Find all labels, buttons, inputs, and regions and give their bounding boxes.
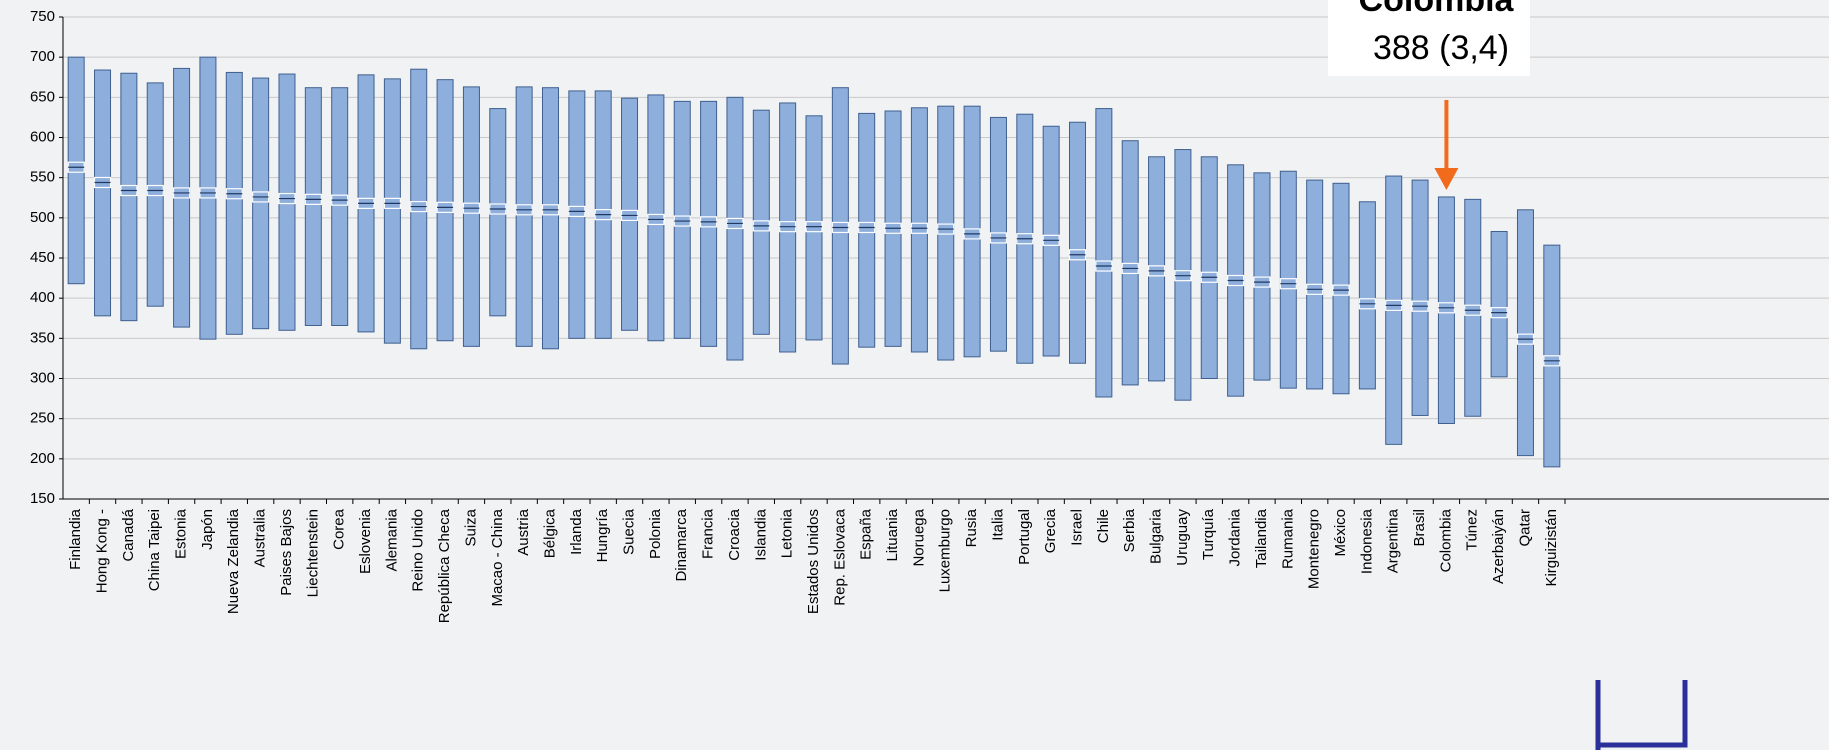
x-tick-label: Qatar xyxy=(1516,509,1533,547)
x-tick-label: Luxemburgo xyxy=(937,509,954,592)
x-tick-label: Alemania xyxy=(383,508,400,571)
annotation-arrowhead xyxy=(1434,168,1459,190)
x-tick-label: Lituania xyxy=(884,508,901,561)
x-tick-label: Portugal xyxy=(1016,509,1033,565)
range-bar xyxy=(1490,230,1508,378)
x-tick-label: Macao - China xyxy=(489,508,506,606)
x-tick-label: Canadá xyxy=(120,508,137,561)
range-bar xyxy=(1411,179,1429,416)
x-tick-label: Azerbaiyán xyxy=(1490,509,1507,584)
x-tick-label: Hong Kong - xyxy=(93,509,110,593)
x-tick-label: China Taipei xyxy=(146,509,163,591)
range-bar xyxy=(1253,172,1271,381)
range-bar xyxy=(1200,156,1218,379)
x-tick-label: Italia xyxy=(989,508,1006,540)
x-tick-label: Israel xyxy=(1068,509,1085,546)
x-tick-label: Hungría xyxy=(594,508,611,562)
range-bar xyxy=(304,87,322,326)
x-tick-label: México xyxy=(1332,509,1349,557)
x-tick-label: Serbia xyxy=(1121,508,1138,552)
range-bar xyxy=(1069,121,1087,364)
x-tick-label: Montenegro xyxy=(1306,509,1323,589)
x-tick-label: Indonesia xyxy=(1358,508,1375,574)
x-tick-label: Corea xyxy=(331,508,348,550)
x-tick-label: Suiza xyxy=(462,508,479,546)
x-tick-label: Rumania xyxy=(1279,508,1296,569)
x-tick-label: República Checa xyxy=(436,508,453,623)
x-tick-label: Letonia xyxy=(779,508,796,558)
y-tick-label: 650 xyxy=(30,88,55,105)
x-tick-label: Irlanda xyxy=(568,508,585,555)
annotation-text: 388 (3,4) xyxy=(1373,29,1509,67)
x-tick-label: Polonia xyxy=(647,508,664,559)
x-tick-label: Paises Bajos xyxy=(278,509,295,596)
x-tick-label: Australia xyxy=(252,508,269,567)
annotation-title: Colombia xyxy=(1359,0,1515,19)
x-tick-label: Croacia xyxy=(726,508,743,560)
x-tick-label: Liechtenstein xyxy=(304,509,321,597)
x-tick-label: Tailandia xyxy=(1253,508,1270,568)
y-tick-label: 550 xyxy=(30,169,55,186)
y-tick-label: 300 xyxy=(30,369,55,386)
x-tick-label: Islandia xyxy=(752,508,769,560)
y-tick-label: 400 xyxy=(30,289,55,306)
range-bar xyxy=(94,69,112,317)
x-tick-label: España xyxy=(858,508,875,560)
y-tick-label: 600 xyxy=(30,128,55,145)
x-tick-label: Rep. Eslovaca xyxy=(831,508,848,605)
range-bar xyxy=(331,87,349,326)
x-tick-label: Uruguay xyxy=(1174,509,1191,566)
x-tick-label: Eslovenia xyxy=(357,508,374,574)
x-tick-label: Finlandia xyxy=(67,508,84,570)
y-tick-label: 350 xyxy=(30,329,55,346)
range-bar xyxy=(515,86,533,347)
x-tick-label: Estados Unidos xyxy=(805,509,822,614)
y-tick-label: 700 xyxy=(30,48,55,65)
range-bar xyxy=(120,72,138,322)
range-bar xyxy=(252,77,270,330)
x-tick-label: Francia xyxy=(700,508,717,559)
range-bar xyxy=(1358,201,1376,390)
range-bar xyxy=(1121,140,1139,386)
x-tick-label: Japón xyxy=(199,509,216,550)
x-tick-label: Reino Unido xyxy=(410,509,427,592)
x-tick-label: Bélgica xyxy=(541,508,558,558)
y-tick-label: 200 xyxy=(30,450,55,467)
x-tick-label: Brasil xyxy=(1411,509,1428,547)
y-tick-label: 500 xyxy=(30,209,55,226)
x-tick-label: Kirguizistán xyxy=(1543,509,1560,587)
range-bar xyxy=(225,71,243,335)
x-tick-label: Chile xyxy=(1095,509,1112,543)
x-tick-label: Argentina xyxy=(1385,508,1402,573)
x-tick-label: Jordania xyxy=(1227,508,1244,566)
x-tick-label: Turquía xyxy=(1200,508,1217,560)
range-bar xyxy=(541,87,559,350)
x-tick-label: Suecia xyxy=(621,508,638,555)
x-tick-label: Grecia xyxy=(1042,508,1059,553)
x-tick-label: Dinamarca xyxy=(673,508,690,581)
x-tick-label: Nueva Zelandia xyxy=(225,508,242,614)
range-bar xyxy=(383,78,401,344)
x-tick-label: Noruega xyxy=(910,508,927,566)
y-tick-label: 150 xyxy=(30,490,55,507)
range-bar xyxy=(1095,108,1113,398)
y-tick-label: 450 xyxy=(30,249,55,266)
bracket xyxy=(1595,680,1688,750)
range-bar xyxy=(1516,209,1534,457)
y-tick-label: 750 xyxy=(30,8,55,25)
y-tick-label: 250 xyxy=(30,410,55,427)
x-tick-label: Túnez xyxy=(1464,509,1481,551)
x-tick-label: Colombia xyxy=(1437,508,1454,572)
x-tick-label: Rusia xyxy=(963,508,980,547)
x-tick-label: Austria xyxy=(515,508,532,555)
range-bar xyxy=(462,86,480,347)
annotation-box xyxy=(1328,0,1530,76)
x-tick-label: Bulgaria xyxy=(1148,508,1165,564)
x-tick-label: Estonia xyxy=(173,508,190,559)
